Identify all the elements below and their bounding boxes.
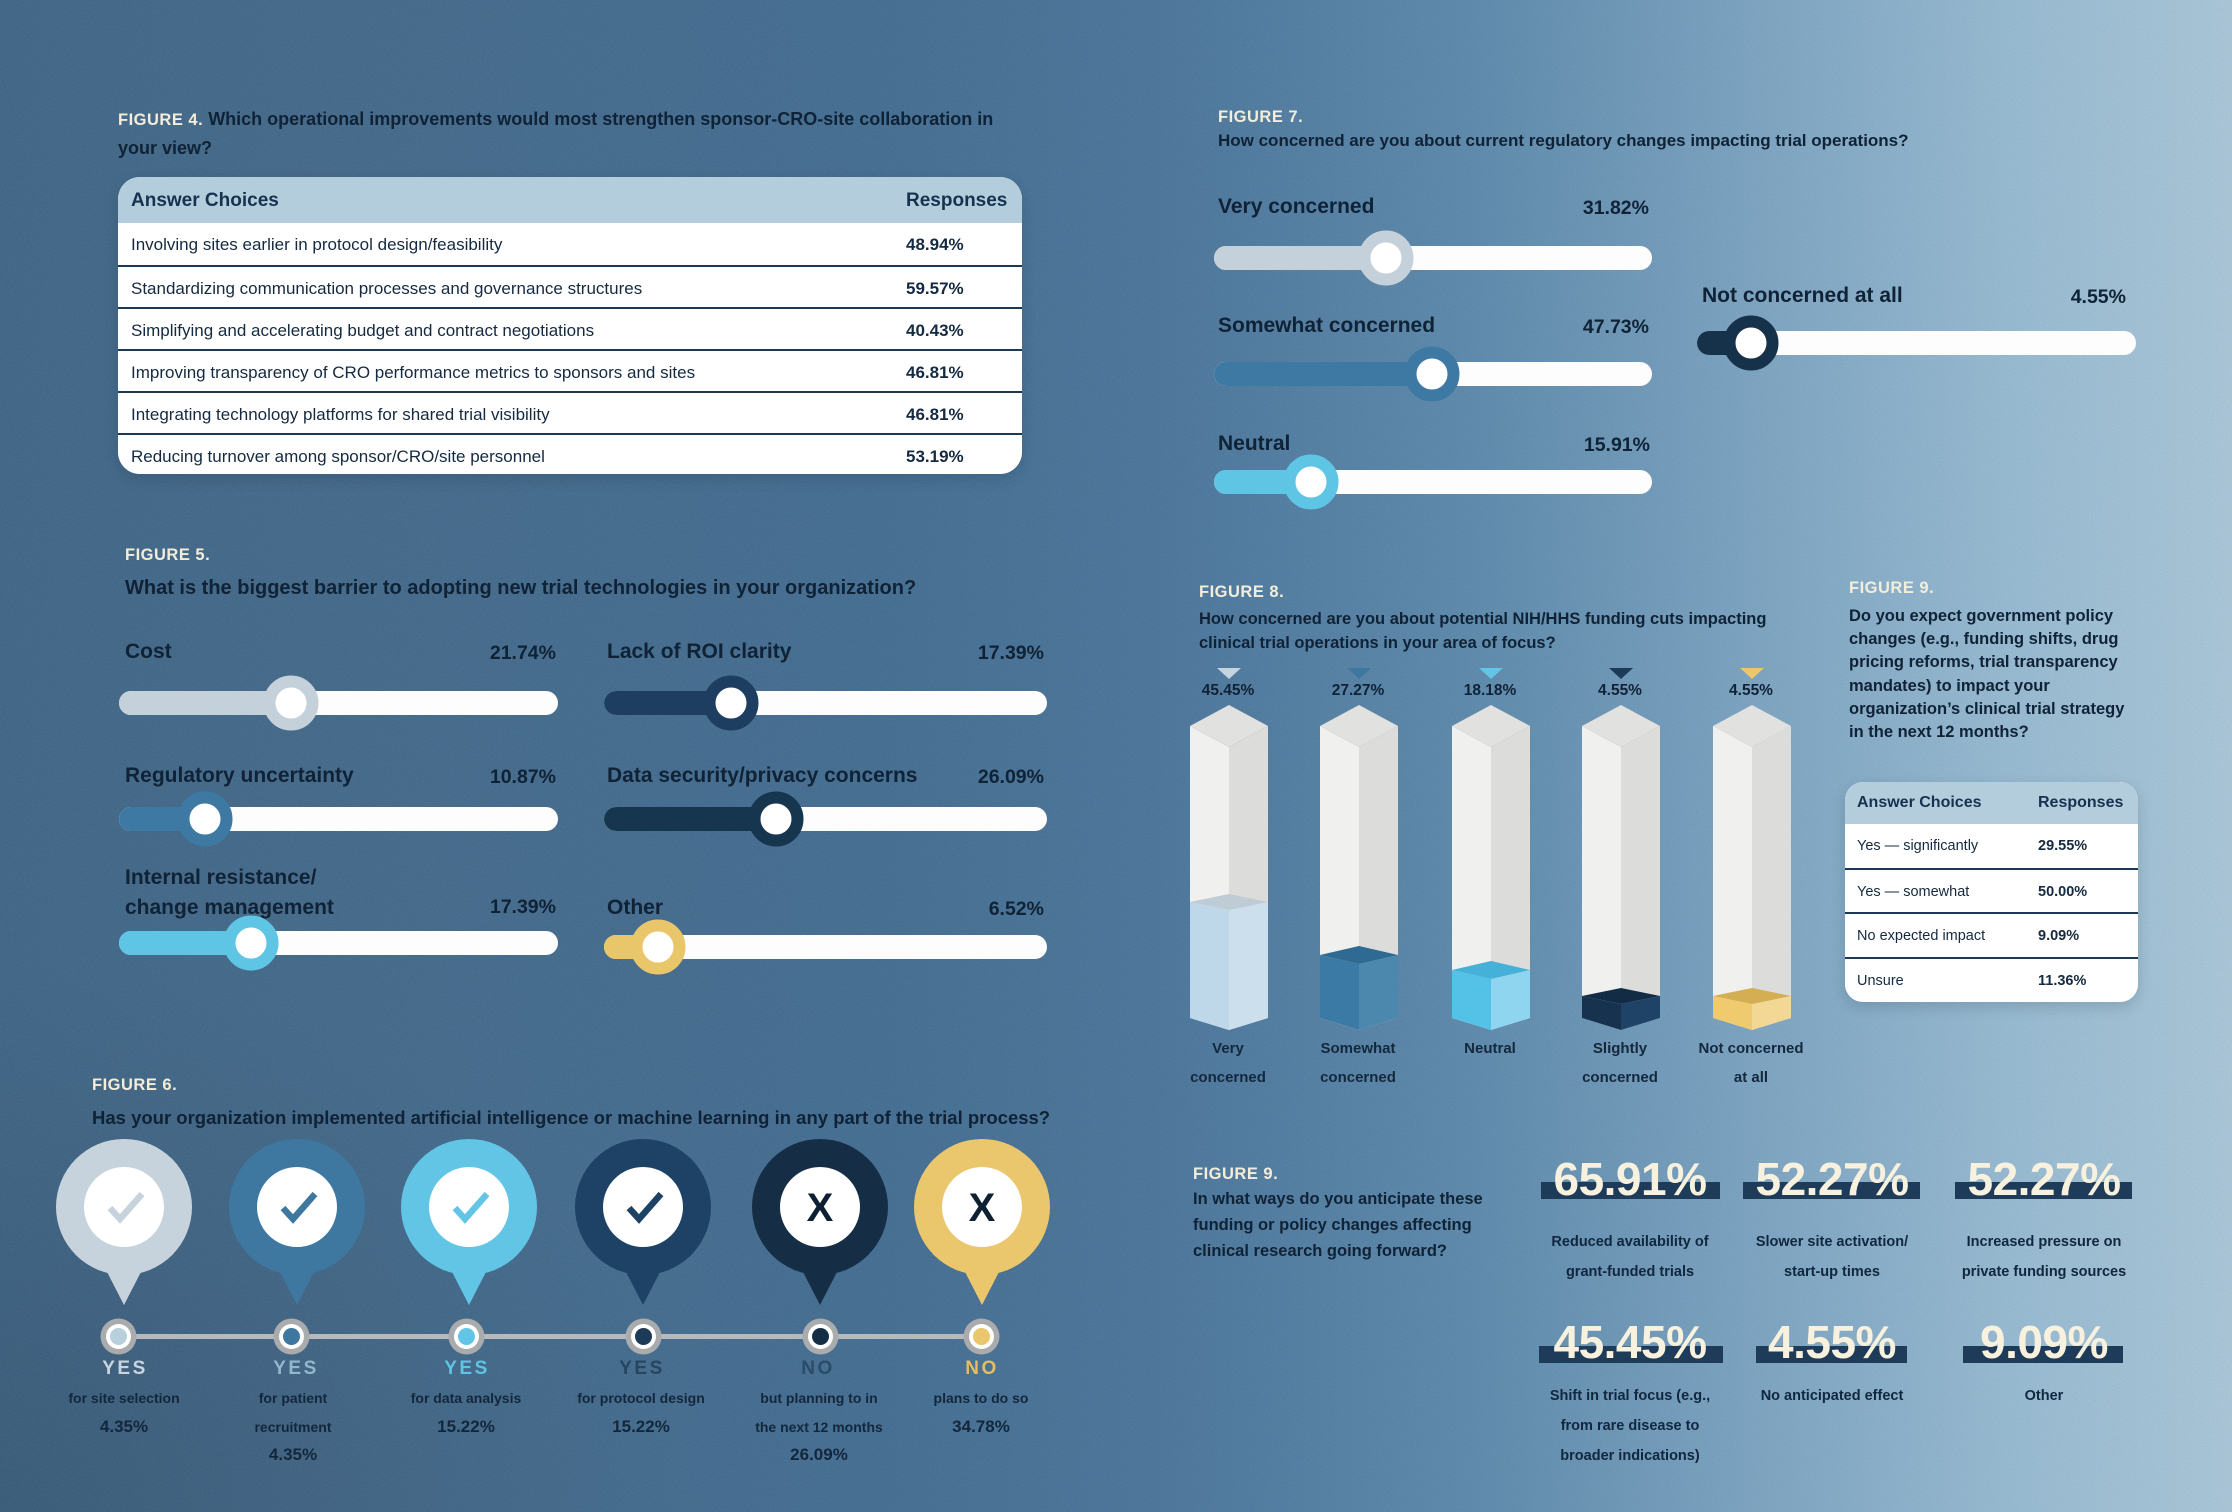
svg-text:X: X: [969, 1186, 996, 1230]
svg-text:X: X: [807, 1186, 834, 1230]
